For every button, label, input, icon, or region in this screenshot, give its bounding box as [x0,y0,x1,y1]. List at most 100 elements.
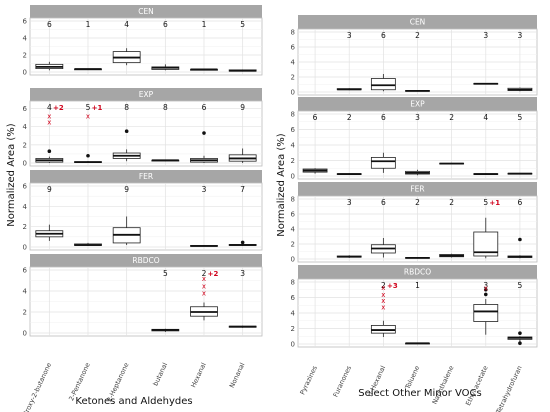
box-furanones [336,255,362,258]
box-butanal [151,159,180,162]
sample-count: 3 [483,281,488,290]
box-nonanal [228,69,257,72]
sample-count: 6 [163,20,168,29]
facet-strip-label: EXP [410,100,425,109]
y-tick-label: 6 [291,211,296,219]
box-1-hydroxy-2-butanone [35,61,64,71]
y-tick-label: 4 [291,226,296,234]
overflow-mark: x [202,282,206,290]
y-tick-label: 0 [291,173,295,181]
overflow-mark: x [381,291,385,299]
sample-count: 3 [347,31,352,40]
box-2-heptanone [112,129,141,162]
box-iqr [370,156,396,169]
box-iqr [473,304,499,322]
y-tick-label: 0 [291,256,295,264]
box-2-pentanone [74,153,102,163]
facet-strip-label: RBDCO [404,268,431,277]
sample-count: 8 [124,103,129,112]
y-tick-label: 2 [291,157,295,165]
sample-count: 6 [381,198,386,207]
y-tick-label: 6 [291,126,296,134]
sample-count: 4 [47,103,52,112]
outlier-point [240,240,245,245]
x-axis-title: Select Other Minor VOCs [358,388,481,399]
y-tick-label: 6 [23,18,28,26]
facet-exp: EXP 0 2 4 6 8 6 2 6 3 2 4 5 [291,97,538,181]
box-n-hexanal [370,152,396,173]
box-hexanal [190,131,218,163]
overflow-mark: x [202,275,206,283]
box-iqr [370,78,396,91]
sample-count: 5 [240,20,245,29]
box-1-hydroxy-2-butanone [35,224,64,241]
box-nonanal [228,325,257,328]
sample-count: 3 [483,31,488,40]
y-axis-title: Normalized Area (%) [276,133,287,236]
facet-strip [298,265,537,279]
box-1-hydroxy-2-butanone [35,149,64,163]
x-category-label: Hexanal [189,361,208,389]
y-tick-label: 6 [23,105,28,113]
y-tick-label: 2 [23,223,27,231]
box-butanal [151,328,180,332]
sample-count: 2 [449,113,454,122]
sample-count: 1 [202,20,207,29]
sample-count: 6 [47,20,52,29]
sample-count: 6 [313,113,318,122]
overflow-mark: x [47,112,51,120]
sample-count: 2 [202,269,207,278]
x-category-label: butanal [151,361,169,387]
x-category-label: Pyrazines [298,364,319,396]
box-2-heptanone [112,216,141,245]
y-axis-title: Normalized Area (%) [6,123,17,226]
sample-count: 5 [483,198,488,207]
outlier-point [86,153,90,158]
outlier-point [47,149,52,153]
y-tick-label: 4 [23,288,28,296]
box-hexanal [190,244,218,247]
box-ethyl-acetate [473,173,499,175]
box-toluene [405,89,430,92]
sample-count: 4 [483,113,488,122]
x-category-label: Nonanal [228,361,247,389]
facet-fer: FER 0 2 4 6 9 9 3 7 [23,170,263,252]
facet-strip [298,97,537,111]
y-tick-label: 2 [23,309,27,317]
facet-fer: FER 0 2 4 6 8 3 6 2 2 5 6 +1 [291,182,538,264]
x-axis-title: Ketones and Aldehydes [75,396,192,407]
outlier-point [124,129,129,134]
y-tick-label: 2 [23,141,27,149]
box-2-pentanone [74,68,102,71]
facet-strip-label: FER [139,172,153,181]
sample-count: 9 [240,103,245,112]
facet-strip-label: CEN [410,18,426,27]
facet-cen: CEN 0 2 4 6 6 1 4 6 1 5 [23,5,263,77]
y-tick-label: 0 [23,160,27,168]
facet-strip-label: EXP [139,90,154,99]
outlier-point [518,341,522,346]
box-butanal [151,64,180,71]
box-2-heptanone [112,48,141,66]
box-naphthalene [439,162,465,165]
box-tetrahydrofuran [507,87,533,92]
box-nonanal [228,148,257,163]
box-toluene [405,342,430,345]
facet-strip [298,182,537,196]
box-tetrahydrofuran [507,331,533,346]
box-ethyl-acetate [473,287,499,335]
overflow-mark: x [381,297,385,305]
box-tetrahydrofuran [507,237,533,259]
sample-count: 8 [163,103,168,112]
box-ethyl-acetate [473,82,499,85]
box-furanones [336,88,362,91]
sample-count: 4 [124,20,129,29]
overflow-mark: x [86,112,90,120]
box-ethyl-acetate [473,217,499,259]
facet-strip [30,88,262,101]
outlier-point [483,292,488,297]
box-furanones [336,173,362,175]
sample-count: 2 [449,198,454,207]
box-nonanal [228,240,257,246]
sample-count: 1 [86,20,91,29]
